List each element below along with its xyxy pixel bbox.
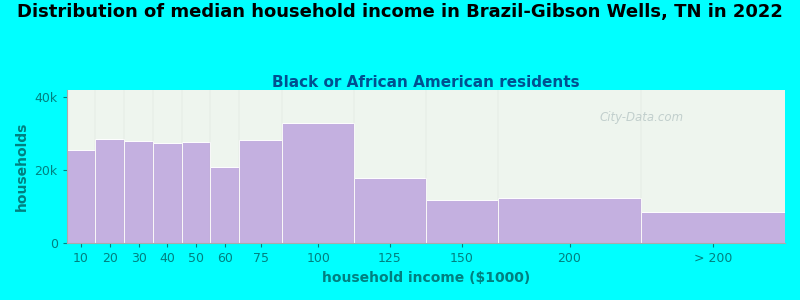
Bar	[66, 150, 95, 243]
Bar	[354, 178, 426, 243]
Title: Black or African American residents: Black or African American residents	[272, 75, 580, 90]
Bar	[210, 167, 239, 243]
Bar	[498, 198, 642, 243]
Y-axis label: households: households	[15, 122, 29, 212]
X-axis label: household income ($1000): household income ($1000)	[322, 271, 530, 285]
Text: Distribution of median household income in Brazil-Gibson Wells, TN in 2022: Distribution of median household income …	[17, 3, 783, 21]
Bar	[95, 139, 124, 243]
Bar	[426, 200, 498, 243]
Bar	[182, 142, 210, 243]
Bar	[124, 141, 153, 243]
Text: City-Data.com: City-Data.com	[599, 111, 683, 124]
Bar	[642, 212, 785, 243]
Bar	[239, 140, 282, 243]
Bar	[282, 123, 354, 243]
Bar	[153, 143, 182, 243]
